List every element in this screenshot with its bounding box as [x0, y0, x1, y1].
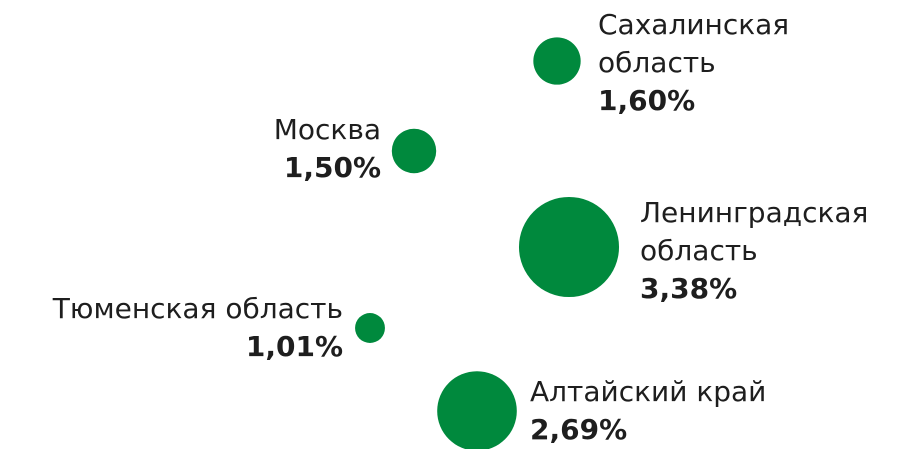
bubble-label: Ленинградская область 3,38% — [640, 194, 902, 308]
bubble — [355, 313, 385, 343]
region-name: Ленинградская область — [640, 196, 869, 267]
bubble-label: Тюменская область 1,01% — [3, 290, 343, 366]
value-label: 1,01% — [245, 330, 343, 363]
value-label: 3,38% — [640, 272, 738, 305]
bubble — [391, 128, 437, 174]
bubble — [533, 37, 581, 85]
value-label: 1,50% — [283, 151, 381, 184]
bubble-label: Алтайский край 2,69% — [530, 373, 870, 449]
value-label: 2,69% — [530, 413, 628, 446]
bubble-label: Москва 1,50% — [141, 111, 381, 187]
region-name: Тюменская область — [52, 292, 343, 325]
region-name: Сахалинская область — [598, 8, 790, 79]
region-name: Москва — [273, 113, 381, 146]
bubble-label: Сахалинская область 1,60% — [598, 6, 838, 120]
value-label: 1,60% — [598, 84, 696, 117]
bubble — [518, 196, 620, 298]
bubble — [437, 371, 517, 449]
region-name: Алтайский край — [530, 375, 767, 408]
